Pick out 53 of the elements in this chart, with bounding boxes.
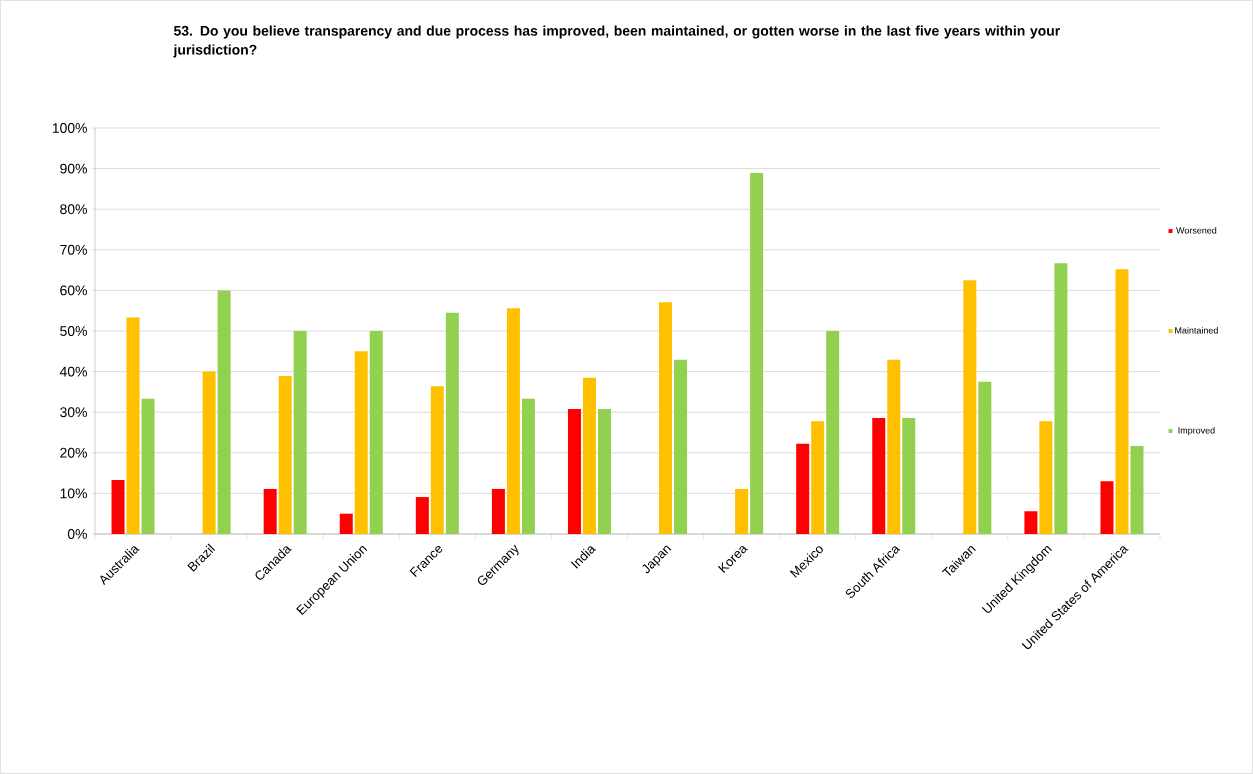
bar: [811, 421, 825, 534]
y-tick-label: 30%: [60, 407, 87, 418]
bar: [597, 408, 611, 534]
y-tick-label: 0%: [67, 529, 87, 539]
bar: [1024, 511, 1038, 534]
bar: [217, 290, 231, 534]
bar: [430, 386, 444, 534]
y-tick-label: 10%: [60, 488, 87, 499]
y-tick-label: 40%: [59, 366, 87, 377]
chart-title: 53. Do you believe transparency and due process has improved, been maintained, or gotten worse in the last five years within your jurisdiction?: [173, 25, 1060, 58]
bar: [735, 488, 749, 534]
y-tick-label: 20%: [60, 447, 87, 458]
bar: [491, 488, 505, 534]
y-tick-label: 90%: [60, 163, 87, 174]
bar: [750, 173, 764, 534]
bar: [1130, 445, 1144, 534]
bar: [141, 398, 155, 534]
bar: [278, 376, 292, 534]
y-tick-label: 100%: [52, 123, 87, 133]
y-tick-label: 80%: [60, 204, 87, 215]
bar: [659, 302, 673, 534]
bar: [339, 513, 353, 534]
bar: [415, 497, 429, 534]
bar: [963, 280, 977, 534]
bar: [582, 377, 596, 534]
bar: [872, 417, 886, 534]
bar: [126, 317, 140, 534]
bar: [978, 381, 992, 534]
bar: [1054, 263, 1068, 534]
y-tick-label: 70%: [60, 244, 87, 255]
bar: [1100, 481, 1114, 534]
bar: [111, 480, 125, 534]
bar: [887, 359, 901, 534]
legend-label: Improved: [1178, 426, 1215, 436]
y-tick-label: 50%: [60, 326, 87, 336]
legend-label: Worsened: [1176, 227, 1217, 234]
bar: [796, 443, 810, 534]
bar: [445, 312, 459, 534]
bar: [354, 351, 368, 534]
bar: [202, 371, 216, 534]
bar: [567, 408, 581, 534]
y-tick-label: 60%: [60, 285, 87, 296]
bar: [369, 331, 383, 534]
legend-label: Maintained: [1175, 327, 1218, 334]
bar: [902, 417, 916, 534]
bar: [263, 488, 277, 534]
bar: [521, 398, 535, 534]
bar: [1039, 421, 1053, 534]
bar: [506, 308, 520, 534]
bar: [1115, 269, 1129, 534]
bar: [674, 359, 688, 534]
bar: [826, 331, 840, 534]
bar: [293, 331, 307, 534]
